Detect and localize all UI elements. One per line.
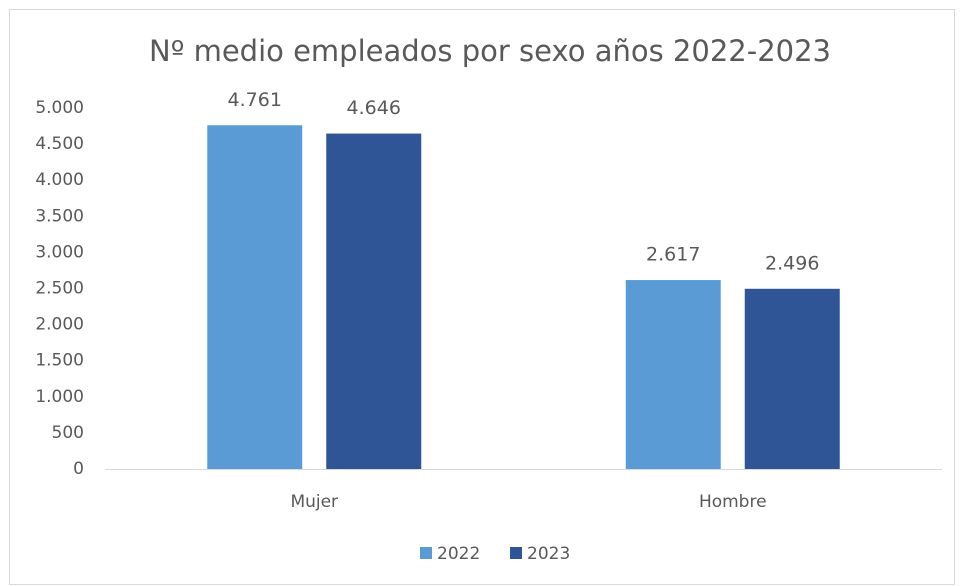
legend-label: 2022 <box>437 544 480 564</box>
bar <box>326 133 422 469</box>
value-label: 2.617 <box>646 244 700 266</box>
legend-label: 2023 <box>527 544 570 564</box>
y-tick-label: 3.500 <box>35 206 84 226</box>
value-label: 2.496 <box>765 252 819 274</box>
y-tick-label: 2.000 <box>35 315 84 335</box>
y-tick-label: 4.500 <box>35 134 84 154</box>
value-label: 4.646 <box>347 97 401 119</box>
y-tick-label: 2.500 <box>35 279 84 299</box>
bar <box>207 125 303 469</box>
chart-title: Nº medio empleados por sexo años 2022-20… <box>149 34 831 68</box>
bar <box>744 288 840 469</box>
value-label: 4.761 <box>228 89 282 111</box>
x-tick-label: Hombre <box>699 492 767 512</box>
legend-swatch <box>420 547 432 559</box>
y-tick-label: 3.000 <box>35 242 84 262</box>
y-tick-label: 0 <box>73 459 84 479</box>
y-tick-label: 5.000 <box>35 98 84 118</box>
y-tick-label: 1.000 <box>35 387 84 407</box>
y-tick-label: 500 <box>52 423 84 443</box>
bar <box>625 280 721 469</box>
y-tick-label: 1.500 <box>35 351 84 371</box>
legend-swatch <box>510 547 522 559</box>
x-tick-label: Mujer <box>290 492 338 512</box>
y-tick-label: 4.000 <box>35 170 84 190</box>
